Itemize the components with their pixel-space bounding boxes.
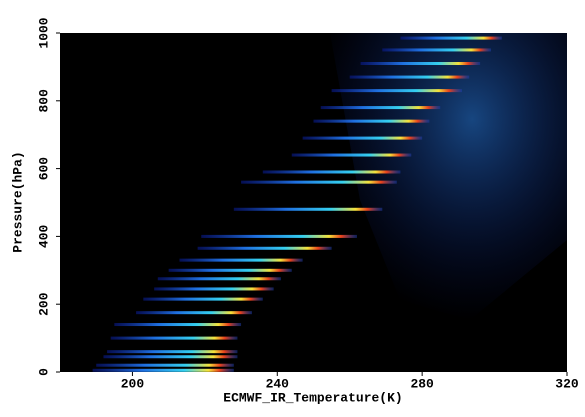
streak: [262, 170, 401, 174]
streak: [154, 287, 274, 291]
density-cloud: [330, 33, 567, 320]
y-tick-label: 0: [36, 368, 51, 376]
streak: [400, 36, 502, 40]
streak: [349, 75, 470, 79]
streak: [143, 297, 263, 301]
streak: [168, 268, 292, 272]
streak: [331, 89, 462, 93]
y-tick-label: 600: [36, 157, 51, 181]
streak: [241, 180, 397, 184]
streak: [96, 363, 234, 367]
streak: [179, 258, 303, 262]
streak: [136, 311, 252, 315]
streak: [114, 323, 242, 327]
streak: [291, 153, 412, 157]
x-axis-label: ECMWF_IR_Temperature(K): [223, 390, 402, 405]
streak: [107, 350, 238, 354]
streak: [233, 207, 383, 211]
streak: [157, 277, 281, 281]
streak: [313, 119, 430, 123]
streak: [302, 136, 423, 140]
y-tick-label: 400: [36, 225, 51, 249]
streak: [382, 48, 491, 52]
x-tick-label: 240: [266, 376, 290, 391]
y-tick-label: 200: [36, 292, 51, 316]
streak: [103, 355, 238, 359]
y-axis-label: Pressure(hPa): [10, 151, 25, 252]
y-tick-label: 1000: [36, 17, 51, 48]
streak: [110, 336, 238, 340]
streak: [201, 234, 357, 238]
streak: [92, 368, 234, 372]
y-tick-label: 800: [36, 89, 51, 113]
streak: [360, 62, 481, 66]
x-tick-label: 200: [121, 376, 145, 391]
x-tick-label: 280: [410, 376, 434, 391]
x-tick-label: 320: [555, 376, 579, 391]
streak: [320, 106, 441, 110]
streak: [197, 246, 332, 250]
